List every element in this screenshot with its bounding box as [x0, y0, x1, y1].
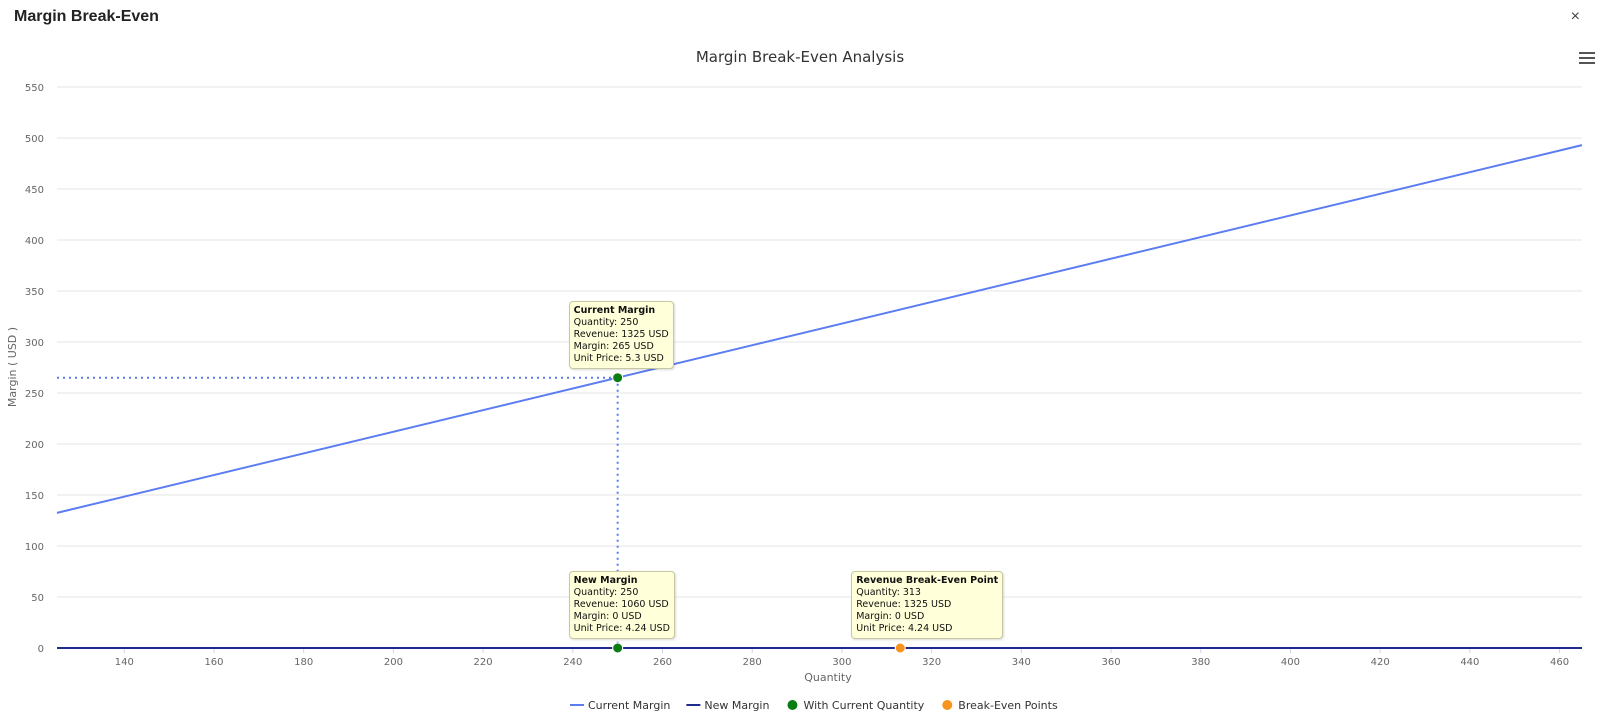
chart-title: Margin Break-Even Analysis — [696, 48, 904, 66]
tooltip-title: Current Margin — [573, 304, 656, 316]
x-tick-label: 140 — [115, 657, 134, 668]
x-tick-label: 380 — [1191, 657, 1210, 668]
tooltip-title: New Margin — [573, 575, 638, 586]
y-tick-label: 150 — [25, 491, 44, 502]
tooltip-line: Margin: 265 USD — [573, 340, 654, 352]
legend-item[interactable]: Break-Even Points — [942, 699, 1058, 712]
tooltip-line: Revenue: 1060 USD — [573, 599, 669, 610]
x-tick-label: 360 — [1101, 657, 1120, 668]
tooltip-line: Revenue: 1325 USD — [856, 599, 952, 610]
series-line-current-margin — [56, 144, 1583, 514]
legend-item[interactable]: Current Margin — [570, 699, 670, 712]
legend-item[interactable]: New Margin — [686, 699, 769, 712]
x-tick-label: 220 — [474, 657, 493, 668]
tooltip-line: Quantity: 313 — [856, 587, 921, 598]
tooltip-line: Revenue: 1325 USD — [573, 328, 669, 340]
x-tick-label: 440 — [1460, 657, 1479, 668]
close-icon[interactable]: × — [1570, 8, 1580, 25]
x-tick-label: 320 — [922, 657, 941, 668]
x-tick-label: 460 — [1550, 657, 1569, 668]
x-tick-label: 260 — [653, 657, 672, 668]
x-tick-label: 180 — [294, 657, 313, 668]
tooltip-revenue-break-even-point: Revenue Break-Even Point Quantity: 313 Rev… — [851, 571, 1004, 639]
legend-item[interactable]: With Current Quantity — [787, 699, 925, 712]
x-tick-label: 240 — [563, 657, 582, 668]
x-tick-label: 280 — [743, 657, 762, 668]
legend-label: Break-Even Points — [958, 699, 1058, 712]
tooltip-line: Unit Price: 5.3 USD — [573, 352, 664, 364]
legend-marker-swatch — [787, 700, 798, 710]
x-tick-label: 160 — [204, 657, 223, 668]
x-axis-title: Quantity — [804, 671, 852, 684]
y-tick-label: 200 — [25, 440, 44, 451]
tooltip-line: Margin: 0 USD — [573, 611, 642, 622]
tooltip-line: Unit Price: 4.24 USD — [856, 623, 953, 634]
tooltip-line: Margin: 0 USD — [856, 611, 925, 622]
window-header: Margin Break-Even × — [0, 0, 1600, 36]
x-tick-label: 200 — [384, 657, 403, 668]
y-tick-label: 100 — [25, 542, 44, 553]
y-tick-label: 50 — [31, 593, 44, 604]
legend-label: With Current Quantity — [803, 699, 924, 712]
x-tick-label: 340 — [1012, 657, 1031, 668]
tooltip-line: Unit Price: 4.24 USD — [573, 623, 670, 634]
hamburger-menu-icon[interactable] — [1579, 52, 1595, 66]
data-point-break-even-points[interactable] — [894, 642, 906, 654]
legend-label: New Margin — [704, 699, 769, 712]
tooltip-current-margin: Current Margin Quantity: 250 Revenue: 1325… — [568, 300, 674, 369]
tooltip-line: Quantity: 250 — [573, 587, 639, 598]
y-tick-label: 300 — [25, 338, 44, 349]
x-tick-label: 400 — [1281, 657, 1300, 668]
x-tick-label: 300 — [832, 657, 851, 668]
y-axis-title: Margin ( USD ) — [6, 327, 19, 407]
tooltip-line: Quantity: 250 — [573, 316, 639, 328]
y-tick-label: 500 — [25, 134, 44, 145]
y-tick-label: 400 — [25, 236, 44, 247]
legend-marker-swatch — [942, 700, 953, 710]
tooltip-title: Revenue Break-Even Point — [856, 575, 999, 586]
data-point-with-current-quantity[interactable] — [612, 372, 624, 384]
y-tick-label: 450 — [25, 185, 44, 196]
legend-label: Current Margin — [588, 699, 670, 712]
x-tick-label: 420 — [1371, 657, 1390, 668]
y-tick-label: 550 — [25, 83, 44, 94]
y-tick-label: 250 — [25, 389, 44, 400]
y-tick-label: 350 — [25, 287, 44, 298]
data-point-with-current-quantity[interactable] — [612, 642, 624, 654]
tooltip-new-margin: New Margin Quantity: 250 Revenue: 1060 USD… — [568, 571, 675, 639]
window-title: Margin Break-Even — [14, 8, 159, 25]
y-tick-label: 0 — [38, 644, 44, 655]
